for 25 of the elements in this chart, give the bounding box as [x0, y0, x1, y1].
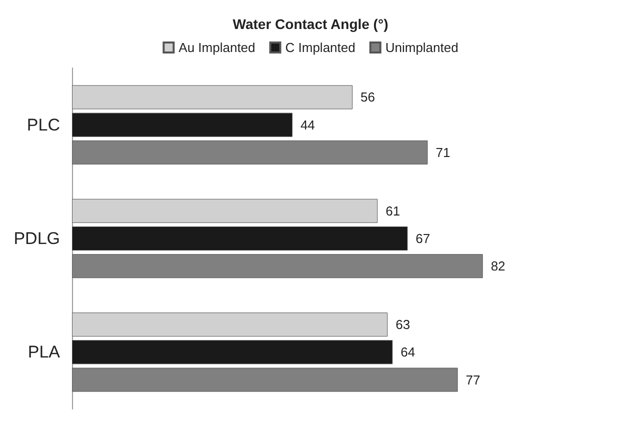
bar: [72, 85, 353, 110]
bar: [72, 112, 292, 137]
y-tick-label: PLC: [26, 115, 60, 134]
data-label: 56: [360, 90, 376, 105]
legend-label: Unimplanted: [385, 40, 458, 55]
data-label: 82: [490, 258, 506, 274]
data-label: 61: [386, 203, 400, 218]
bar: [72, 140, 428, 164]
data-label: 67: [416, 231, 430, 246]
legend-label: Au Implanted: [178, 40, 256, 55]
y-tick-label: PLA: [28, 342, 61, 362]
bar: [72, 254, 483, 278]
data-label: 63: [396, 317, 410, 332]
bar: [72, 340, 393, 364]
data-label: 64: [400, 344, 416, 360]
bar: [72, 368, 458, 392]
y-tick-label: PDLG: [14, 229, 60, 248]
data-label: 77: [466, 372, 480, 388]
data-label: 71: [436, 144, 450, 160]
bar: [72, 312, 388, 337]
data-label: 44: [300, 117, 315, 132]
chart-title: Water Contact Angle (°): [232, 16, 388, 32]
legend-label: C Implanted: [285, 40, 356, 55]
bar: [72, 226, 408, 250]
bar: [72, 198, 378, 223]
